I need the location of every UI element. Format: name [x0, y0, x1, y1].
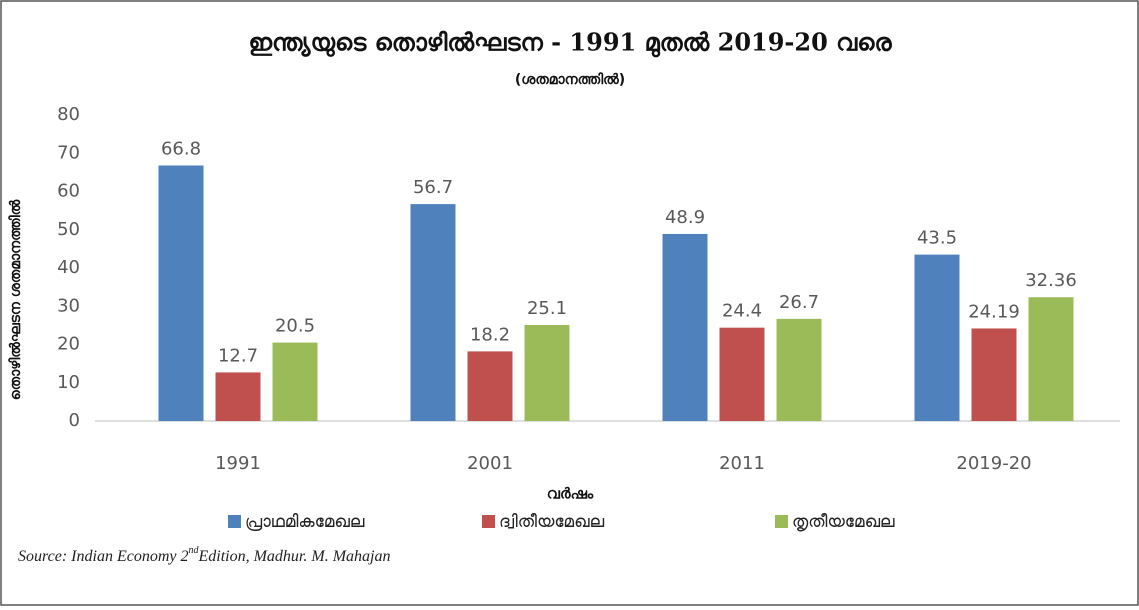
- bar: [1028, 297, 1074, 421]
- bar: [719, 327, 765, 421]
- y-tick-label: 60: [57, 181, 80, 202]
- y-axis-label: തൊഴിൽഘടന ശതമാനത്തിൽ: [8, 199, 24, 400]
- value-label: 26.7: [779, 292, 819, 313]
- bar: [158, 165, 204, 421]
- legend-label: ദ്വിതീയമേഖല: [499, 512, 605, 532]
- y-tick-label: 10: [57, 372, 80, 393]
- bar: [215, 372, 261, 421]
- legend-swatch: [228, 515, 241, 528]
- legend-swatch: [775, 515, 788, 528]
- y-tick-label: 0: [69, 410, 80, 431]
- value-label: 43.5: [917, 228, 957, 249]
- x-tick-label: 2019-20: [956, 453, 1031, 474]
- y-tick-label: 70: [57, 142, 80, 163]
- bar: [467, 351, 513, 421]
- x-tick-label: 2011: [719, 453, 765, 474]
- chart-title: ഇന്ത്യയുടെ തൊഴിൽഘടന - 1991 മുതൽ 2019-20 …: [248, 28, 892, 58]
- bar: [524, 324, 570, 421]
- value-label: 56.7: [413, 177, 453, 198]
- bar: [662, 233, 708, 421]
- legend-swatch: [482, 515, 495, 528]
- y-tick-label: 40: [57, 257, 80, 278]
- source-prefix: Source: Indian Economy 2: [18, 548, 188, 565]
- value-label: 25.1: [527, 298, 567, 319]
- value-label: 20.5: [275, 316, 315, 337]
- y-tick-label: 80: [57, 104, 80, 125]
- bar: [971, 328, 1017, 421]
- value-label: 48.9: [665, 207, 705, 228]
- x-axis-label: വർഷം: [547, 485, 594, 503]
- source-note: Source: Indian Economy 2ndEdition, Madhu…: [18, 545, 390, 564]
- value-label: 18.2: [470, 324, 510, 345]
- y-tick-label: 30: [57, 295, 80, 316]
- source-rest: Edition, Madhur. M. Mahajan: [197, 548, 390, 565]
- bar: [272, 342, 318, 421]
- x-tick-label: 2001: [467, 453, 513, 474]
- chart-subtitle: (ശതമാനത്തിൽ): [515, 72, 625, 88]
- bar: [410, 204, 456, 421]
- legend-label: പ്രാഥമികമേഖല: [245, 512, 365, 532]
- bar: [776, 318, 822, 421]
- value-label: 12.7: [218, 345, 258, 366]
- value-label: 24.19: [968, 301, 1020, 322]
- value-label: 24.4: [722, 301, 762, 322]
- y-tick-label: 50: [57, 219, 80, 240]
- bar: [914, 254, 960, 421]
- value-label: 66.8: [161, 138, 201, 159]
- y-tick-label: 20: [57, 334, 80, 355]
- x-tick-label: 1991: [215, 453, 261, 474]
- legend-label: തൃതീയമേഖല: [792, 512, 895, 532]
- value-label: 32.36: [1025, 270, 1077, 291]
- source-sup: nd: [188, 545, 199, 556]
